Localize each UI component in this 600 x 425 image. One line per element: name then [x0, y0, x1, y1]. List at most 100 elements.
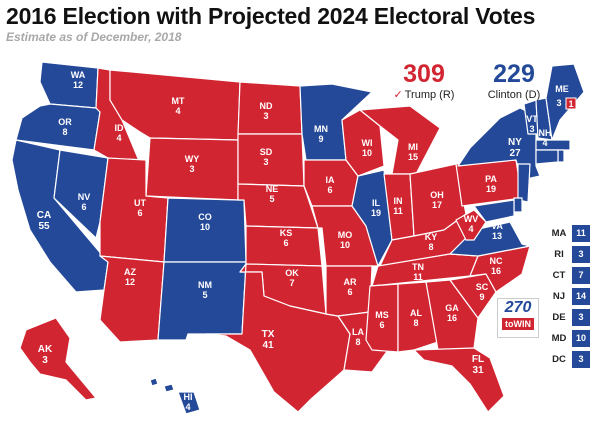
state-label-ut: UT	[134, 198, 146, 208]
state-label-tn: TN	[412, 262, 424, 272]
small-state-row-dc[interactable]: DC 3	[548, 351, 590, 368]
state-ri[interactable]	[557, 149, 565, 163]
page-subtitle: Estimate as of December, 2018	[6, 30, 182, 44]
state-nj[interactable]	[517, 163, 531, 203]
state-votes-ok: 7	[289, 278, 294, 288]
state-de[interactable]	[513, 197, 523, 213]
state-votes-hi: 4	[185, 402, 190, 412]
small-state-abbr: RI	[554, 249, 564, 260]
state-votes-wv: 4	[468, 224, 473, 234]
state-label-mt: MT	[172, 96, 185, 106]
state-label-ar: AR	[344, 277, 357, 287]
small-state-votes: 3	[572, 309, 590, 326]
state-label-ia: IA	[326, 175, 336, 185]
state-wa[interactable]	[39, 61, 99, 109]
state-votes-al: 8	[413, 318, 418, 328]
state-label-mn: MN	[314, 124, 328, 134]
small-state-votes: 10	[572, 330, 590, 347]
state-votes-fl: 31	[472, 365, 484, 376]
republican-candidate: Trump (R)	[404, 89, 455, 101]
state-label-ny: NY	[508, 137, 522, 148]
state-votes-va: 13	[492, 231, 502, 241]
state-label-hi: HI	[184, 392, 193, 402]
state-tx[interactable]	[205, 263, 351, 413]
state-votes-ak: 3	[42, 355, 48, 366]
small-state-row-ri[interactable]: RI 3	[548, 246, 590, 263]
state-votes-pa: 19	[486, 184, 496, 194]
state-ct[interactable]	[535, 149, 559, 165]
small-state-row-nj[interactable]: NJ 14	[548, 288, 590, 305]
state-label-ne: NE	[266, 184, 279, 194]
state-label-nh: NH	[539, 128, 552, 138]
state-label-tx: TX	[262, 329, 275, 340]
state-label-me: ME	[555, 84, 569, 94]
state-label-vt: VT	[526, 114, 538, 124]
state-co[interactable]	[163, 197, 247, 263]
state-votes-tx: 41	[262, 340, 274, 351]
state-label-ks: KS	[280, 228, 293, 238]
state-votes-ks: 6	[283, 238, 288, 248]
state-ga[interactable]	[425, 279, 479, 351]
democrat-candidate: Clinton (D)	[487, 89, 541, 101]
state-label-ms: MS	[375, 310, 389, 320]
state-label-id: ID	[115, 123, 125, 133]
state-label-az: AZ	[124, 267, 136, 277]
republican-tally: 309 ✓ Trump (R)	[388, 60, 460, 102]
state-sd[interactable]	[237, 133, 305, 187]
state-votes-mo: 10	[340, 240, 350, 250]
logo-number: 270	[504, 299, 532, 316]
small-state-row-ma[interactable]: MA 11	[548, 225, 590, 242]
state-votes-vt: 3	[529, 124, 534, 134]
state-label-wv: WV	[464, 214, 479, 224]
state-votes-mi: 15	[408, 152, 418, 162]
state-votes-ut: 6	[137, 208, 142, 218]
state-ny[interactable]	[457, 107, 541, 181]
state-votes-nc: 16	[491, 266, 501, 276]
small-state-votes: 3	[572, 246, 590, 263]
state-label-fl: FL	[472, 354, 484, 365]
state-label-in: IN	[394, 196, 403, 206]
small-state-abbr: DC	[552, 354, 566, 365]
state-votes-nd: 3	[263, 111, 268, 121]
state-ak[interactable]	[19, 317, 97, 401]
state-nv[interactable]	[53, 149, 109, 239]
state-votes-tn: 11	[413, 272, 423, 282]
state-wv[interactable]	[455, 209, 487, 241]
state-votes-wa: 12	[73, 80, 83, 90]
small-state-abbr: MA	[551, 228, 567, 239]
state-votes-me: 3	[556, 98, 561, 108]
state-label-nd: ND	[260, 101, 273, 111]
state-md[interactable]	[473, 199, 515, 223]
state-al[interactable]	[397, 281, 439, 353]
small-state-row-ct[interactable]: CT 7	[548, 267, 590, 284]
small-state-row-md[interactable]: MD 10	[548, 330, 590, 347]
state-me[interactable]	[545, 63, 585, 141]
state-votes-sd: 3	[263, 157, 268, 167]
logo-text: toWIN	[502, 318, 534, 330]
state-votes-id: 4	[116, 133, 121, 143]
state-votes-ca: 55	[38, 221, 50, 232]
state-label-pa: PA	[485, 174, 497, 184]
small-state-abbr: MD	[551, 333, 567, 344]
state-label-va: VA	[491, 221, 503, 231]
state-nm[interactable]	[157, 261, 247, 341]
state-votes-ar: 6	[347, 287, 352, 297]
state-label-nv: NV	[78, 192, 91, 202]
state-votes-or: 8	[62, 127, 67, 137]
state-ma[interactable]	[535, 139, 571, 151]
small-state-votes: 11	[572, 225, 590, 242]
small-state-votes: 3	[572, 351, 590, 368]
small-state-abbr: NJ	[552, 291, 566, 302]
state-votes-me-2: 1	[568, 99, 573, 109]
state-votes-oh: 17	[432, 200, 442, 210]
winner-check-icon: ✓	[393, 89, 403, 101]
state-label-co: CO	[198, 212, 212, 222]
state-hi[interactable]	[149, 377, 201, 415]
state-fl[interactable]	[413, 347, 505, 413]
small-state-row-de[interactable]: DE 3	[548, 309, 590, 326]
state-me-district-box[interactable]	[565, 97, 577, 110]
state-votes-in: 11	[393, 206, 403, 216]
state-votes-nh: 4	[542, 138, 547, 148]
state-ms[interactable]	[365, 283, 399, 353]
